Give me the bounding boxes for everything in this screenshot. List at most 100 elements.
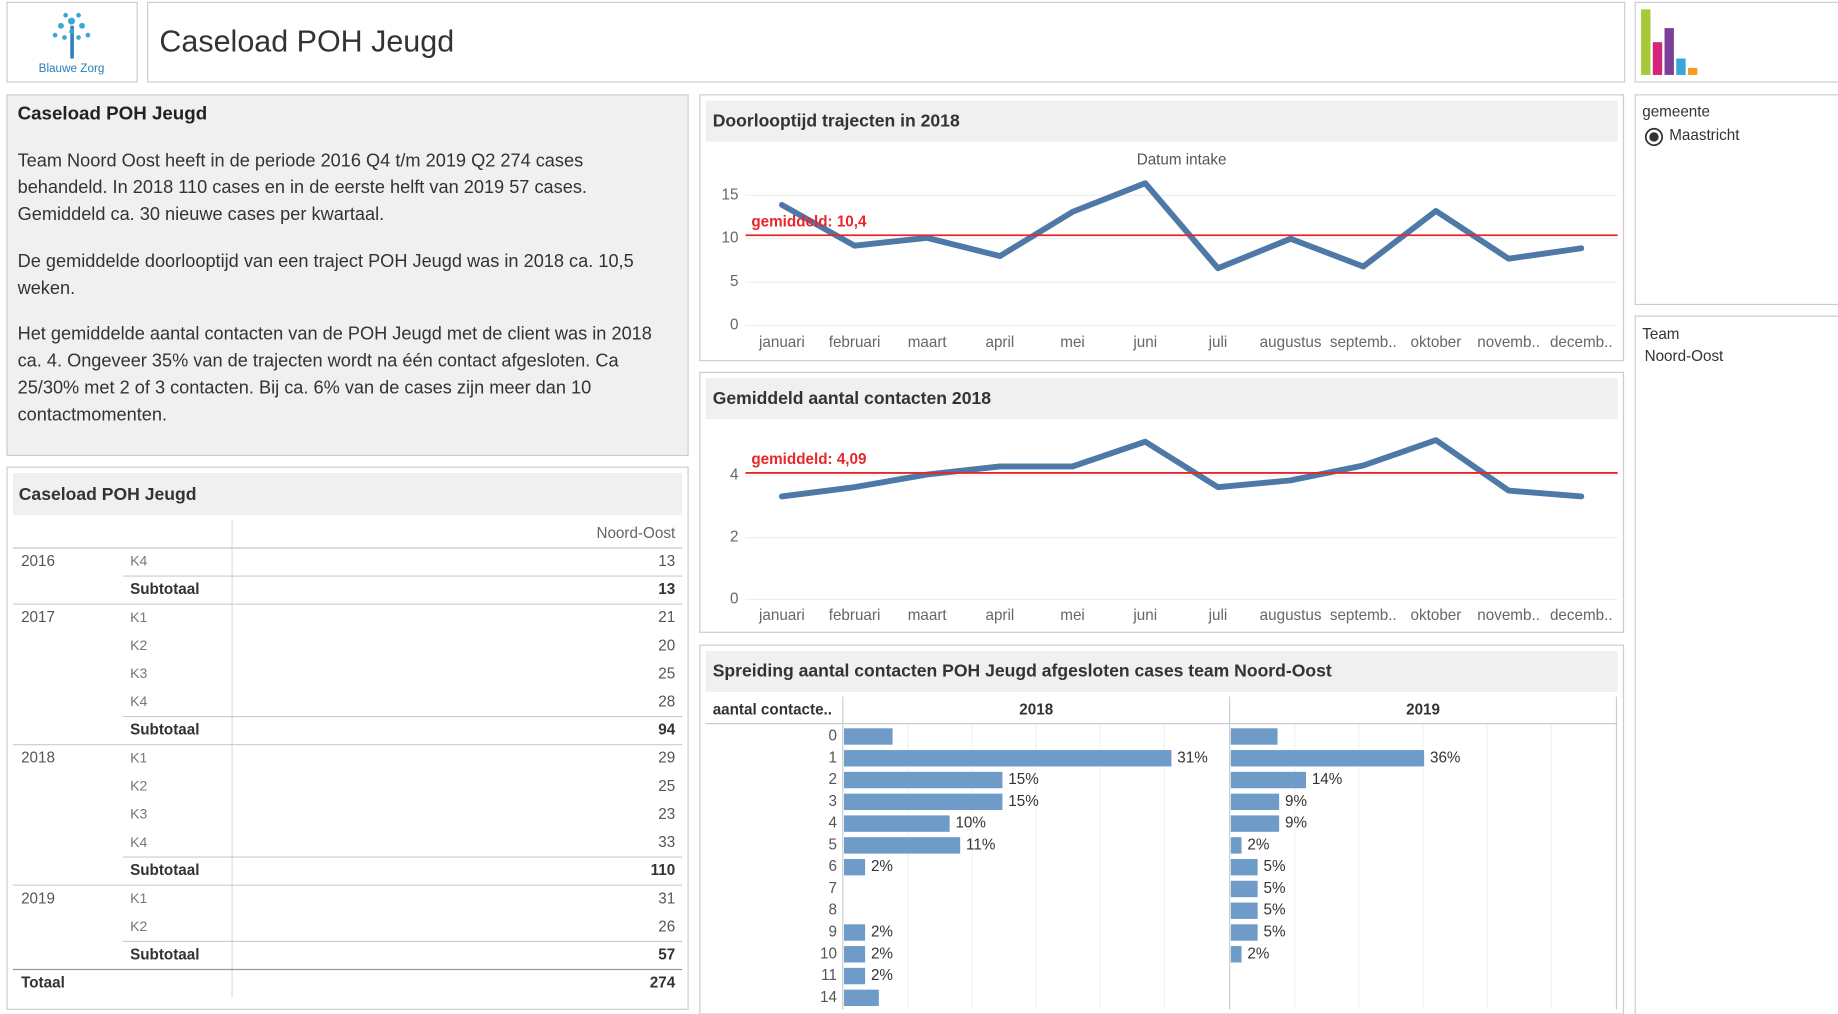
x-tick-label: oktober — [1411, 607, 1462, 624]
category-label: 11 — [821, 967, 837, 984]
value-label: 2% — [1247, 836, 1269, 853]
cell-value: 31 — [658, 890, 675, 907]
subtotal-label: Subtotaal — [130, 722, 199, 739]
title-box — [147, 1, 1626, 83]
value-label: 36% — [1430, 749, 1460, 766]
subtotal-value: 110 — [651, 862, 676, 879]
x-tick-label: septemb.. — [1330, 607, 1397, 624]
subtotal-label: Subtotaal — [130, 946, 199, 963]
x-tick-label: augustus — [1260, 607, 1322, 624]
quarter-label: K4 — [130, 553, 147, 569]
total-value: 274 — [650, 975, 676, 992]
chart-title: Spreiding aantal contacten POH Jeugd afg… — [713, 661, 1332, 681]
bar — [1230, 793, 1280, 811]
cell-value: 25 — [658, 778, 675, 795]
chart-title: Gemiddeld aantal contacten 2018 — [713, 388, 992, 408]
x-tick-label: april — [985, 334, 1014, 351]
cell-value: 13 — [658, 553, 675, 570]
filter-value[interactable]: Maastricht — [1669, 127, 1740, 144]
y-tick-label: 0 — [730, 317, 738, 334]
x-tick-label: januari — [758, 334, 805, 351]
total-label: Totaal — [21, 975, 65, 992]
table-panel — [6, 466, 689, 1010]
cell-value: 28 — [658, 694, 675, 711]
cell-value: 21 — [658, 609, 675, 626]
quarter-label: K1 — [130, 609, 147, 625]
cell-value: 23 — [658, 806, 675, 823]
chart-title-bar — [705, 100, 1618, 142]
category-label: 5 — [828, 836, 836, 853]
x-tick-label: juli — [1208, 334, 1228, 351]
chart-title: Doorlooptijd trajecten in 2018 — [713, 110, 960, 130]
bar — [1230, 946, 1242, 963]
bar — [843, 967, 866, 985]
quarter-label: K4 — [130, 834, 147, 850]
value-label: 15% — [1008, 771, 1038, 788]
subtotal-value: 94 — [658, 722, 675, 739]
text-panel-title: Caseload POH Jeugd — [18, 103, 208, 124]
paragraph: Team Noord Oost heeft in de periode 2016… — [17, 151, 587, 225]
subtotal-value: 13 — [658, 581, 675, 598]
bar — [843, 837, 961, 854]
quarter-label: K1 — [130, 890, 147, 906]
text-panel — [6, 94, 689, 457]
value-label: 9% — [1285, 793, 1307, 810]
x-tick-label: juni — [1132, 334, 1157, 351]
x-tick-label: septemb.. — [1330, 334, 1397, 351]
bar — [1230, 858, 1258, 876]
value-label: 2% — [1247, 945, 1269, 962]
year-label: 2017 — [21, 609, 55, 626]
subtotal-value: 57 — [658, 946, 675, 963]
chart-title-bar — [705, 651, 1618, 693]
category-label: 4 — [828, 815, 837, 832]
bar — [843, 858, 866, 876]
y-tick-label: 10 — [722, 230, 739, 247]
x-tick-label: mei — [1060, 607, 1085, 624]
logo-tree — [52, 12, 91, 59]
value-label: 9% — [1285, 815, 1307, 832]
value-label: 11% — [966, 836, 995, 853]
bar-icon — [1641, 9, 1698, 75]
value-label: 5% — [1264, 880, 1286, 897]
y-tick-label: 0 — [730, 591, 738, 608]
x-tick-label: april — [985, 607, 1014, 624]
category-label: 14 — [820, 989, 837, 1006]
value-label: 5% — [1264, 902, 1286, 919]
cell-value: 33 — [658, 834, 675, 851]
dashboard-title: Caseload POH Jeugd — [159, 24, 454, 58]
table-title: Caseload POH Jeugd — [19, 484, 197, 504]
x-tick-label: novemb.. — [1477, 607, 1540, 624]
value-label: 2% — [871, 967, 893, 984]
bar — [1230, 771, 1306, 789]
line-series — [778, 180, 1585, 272]
x-tick-label: februari — [829, 607, 881, 624]
y-tick-label: 4 — [730, 467, 739, 484]
chart-panel — [699, 644, 1625, 1014]
x-tick-label: decemb.. — [1550, 607, 1613, 624]
x-tick-label: maart — [908, 334, 948, 351]
y-tick-label: 15 — [722, 186, 739, 203]
filter-panel — [1634, 315, 1838, 1014]
x-tick-label: maart — [908, 607, 948, 624]
filter-title: Team — [1642, 326, 1679, 343]
quarter-label: K2 — [130, 778, 147, 794]
bar — [1230, 924, 1258, 941]
bar — [843, 815, 950, 832]
bar — [843, 750, 1172, 767]
bar — [843, 771, 1003, 789]
bar — [843, 728, 893, 745]
category-label: 6 — [828, 858, 836, 875]
quarter-label: K2 — [130, 637, 147, 653]
value-label: 10% — [955, 815, 985, 832]
value-label: 2% — [871, 924, 893, 941]
reference-label: gemiddeld: 4,09 — [751, 451, 866, 468]
x-tick-label: juli — [1208, 607, 1228, 624]
category-label: 1 — [828, 749, 836, 766]
bar — [843, 924, 866, 941]
category-label: 9 — [828, 924, 836, 941]
cell-value: 20 — [658, 637, 675, 654]
chart-title-bar — [705, 378, 1618, 420]
cell-value: 26 — [658, 918, 675, 935]
